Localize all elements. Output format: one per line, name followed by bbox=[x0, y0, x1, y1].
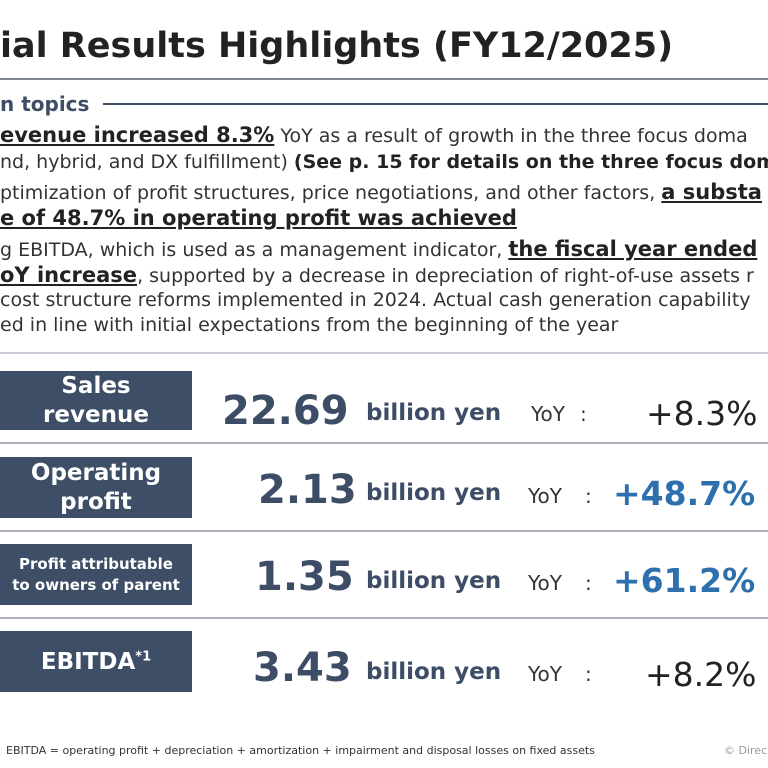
metric-divider-1 bbox=[0, 442, 768, 444]
sales-revenue-unit: billion yen bbox=[366, 400, 502, 426]
topic-1-reference: (See p. 15 for details on the three focu… bbox=[293, 151, 768, 173]
net-profit-label-line-2: to owners of parent bbox=[12, 575, 180, 594]
topic-1-line-1: evenue increased 8.3% YoY as a result of… bbox=[0, 123, 748, 148]
sales-revenue-colon: : bbox=[580, 402, 587, 426]
ebitda-label-text: EBITDA bbox=[40, 648, 136, 675]
topic-1-line-2: nd, hybrid, and DX fulfillment) (See p. … bbox=[0, 150, 768, 174]
operating-profit-label: Operating profit bbox=[0, 457, 192, 518]
topic-1-text-2: nd, hybrid, and DX fulfillment) bbox=[0, 151, 294, 173]
topic-3-line-3: cost structure reforms implemented in 20… bbox=[0, 289, 751, 311]
title-divider bbox=[0, 78, 768, 80]
net-profit-unit: billion yen bbox=[366, 568, 502, 594]
ebitda-yoy-label: YoY bbox=[528, 662, 563, 686]
net-profit-label: Profit attributable to owners of parent bbox=[0, 544, 192, 605]
topic-2-highlight-2: e of 48.7% in operating profit was achie… bbox=[0, 206, 517, 230]
net-profit-label-line-1: Profit attributable bbox=[19, 554, 173, 573]
page-title: ial Results Highlights (FY12/2025) bbox=[0, 26, 674, 66]
operating-profit-unit: billion yen bbox=[366, 480, 502, 506]
operating-profit-label-line-1: Operating bbox=[30, 459, 162, 486]
sales-revenue-change: +8.3% bbox=[646, 394, 758, 433]
operating-profit-value: 2.13 bbox=[258, 467, 357, 513]
ebitda-label: EBITDA*1 bbox=[0, 631, 192, 692]
topics-divider bbox=[0, 352, 768, 354]
ebitda-colon: : bbox=[585, 662, 592, 686]
copyright: © Direc bbox=[724, 744, 768, 757]
sales-revenue-yoy-label: YoY bbox=[531, 402, 566, 426]
topic-3-line-4: ed in line with initial expectations fro… bbox=[0, 314, 619, 336]
ebitda-value: 3.43 bbox=[253, 645, 352, 691]
ebitda-footnote: EBITDA = operating profit + depreciation… bbox=[6, 744, 595, 757]
net-profit-yoy-label: YoY bbox=[528, 571, 563, 595]
topic-3-text: g EBITDA, which is used as a management … bbox=[0, 239, 509, 261]
topic-3-text-2: , supported by a decrease in depreciatio… bbox=[137, 265, 754, 287]
sales-revenue-label-line-2: revenue bbox=[43, 401, 149, 428]
operating-profit-yoy-label: YoY bbox=[528, 484, 563, 508]
ebitda-change: +8.2% bbox=[645, 655, 757, 694]
topic-3-highlight: the fiscal year ended bbox=[508, 237, 758, 261]
topic-3-highlight-2: oY increase bbox=[0, 263, 138, 287]
operating-profit-label-line-2: profit bbox=[60, 488, 132, 515]
operating-profit-colon: : bbox=[585, 484, 592, 508]
operating-profit-change: +48.7% bbox=[613, 474, 756, 513]
metric-divider-3 bbox=[0, 617, 768, 619]
topic-2-text: ptimization of profit structures, price … bbox=[0, 182, 662, 204]
topic-2-line-1: ptimization of profit structures, price … bbox=[0, 180, 762, 205]
topic-2-highlight: a substa bbox=[661, 180, 762, 204]
net-profit-value: 1.35 bbox=[255, 554, 354, 600]
sales-revenue-value: 22.69 bbox=[222, 388, 349, 434]
net-profit-change: +61.2% bbox=[613, 561, 756, 600]
topic-2-line-2: e of 48.7% in operating profit was achie… bbox=[0, 206, 517, 231]
ebitda-footnote-marker: *1 bbox=[135, 648, 152, 664]
ebitda-unit: billion yen bbox=[366, 659, 502, 685]
sales-revenue-label: Sales revenue bbox=[0, 371, 192, 430]
topic-3-line-2: oY increase, supported by a decrease in … bbox=[0, 263, 754, 288]
topic-3-line-1: g EBITDA, which is used as a management … bbox=[0, 237, 757, 262]
net-profit-colon: : bbox=[585, 571, 592, 595]
section-heading-rule bbox=[103, 103, 768, 105]
topic-1-highlight: evenue increased 8.3% bbox=[0, 123, 275, 147]
topic-1-text: YoY as a result of growth in the three f… bbox=[274, 125, 748, 147]
section-heading: n topics bbox=[0, 92, 90, 116]
metric-divider-2 bbox=[0, 530, 768, 532]
sales-revenue-label-line-1: Sales bbox=[61, 372, 131, 399]
